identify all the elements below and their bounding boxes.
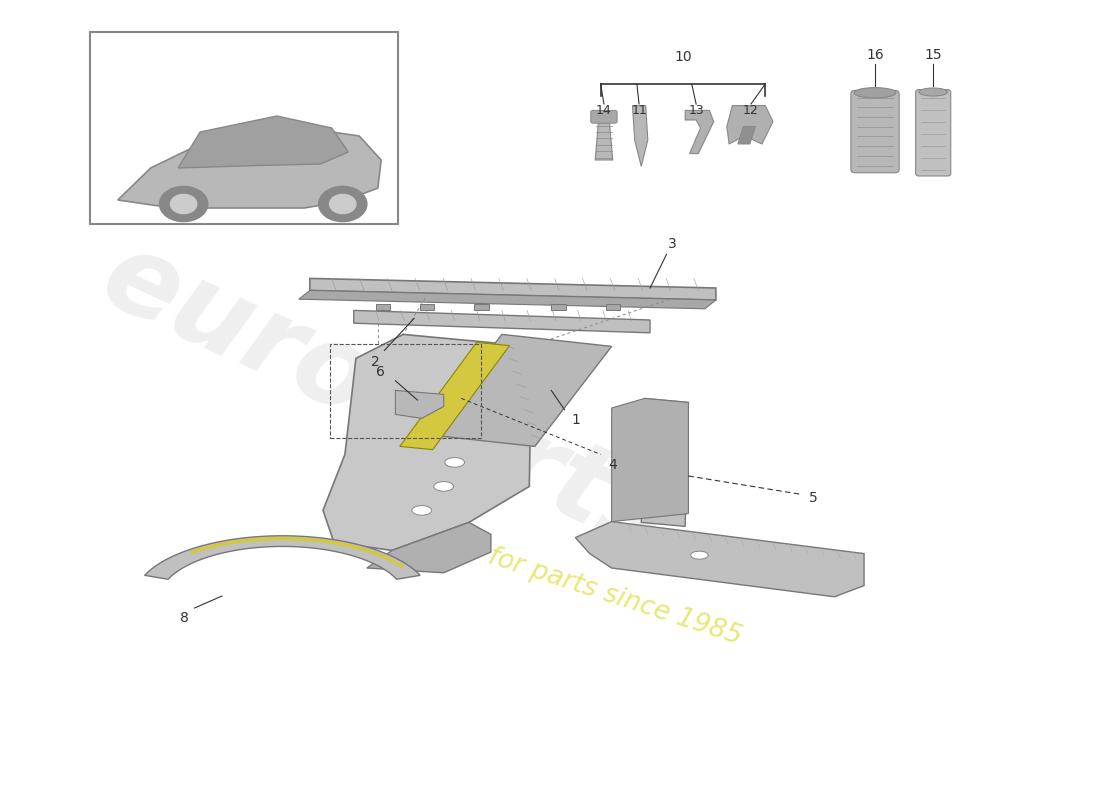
FancyBboxPatch shape (591, 110, 617, 123)
Polygon shape (575, 522, 864, 597)
Polygon shape (310, 278, 716, 300)
Ellipse shape (691, 551, 708, 559)
Polygon shape (367, 522, 491, 573)
FancyBboxPatch shape (90, 32, 397, 224)
Polygon shape (595, 122, 613, 160)
Text: 11: 11 (631, 104, 647, 117)
Circle shape (170, 194, 197, 214)
Text: 12: 12 (744, 104, 759, 117)
Circle shape (160, 186, 208, 222)
Circle shape (330, 194, 356, 214)
Text: 6: 6 (375, 365, 384, 379)
Polygon shape (606, 304, 620, 310)
Polygon shape (178, 116, 349, 168)
Ellipse shape (855, 87, 895, 98)
Text: 2: 2 (372, 355, 379, 369)
Polygon shape (641, 398, 689, 526)
Polygon shape (395, 390, 443, 418)
FancyBboxPatch shape (915, 90, 950, 176)
Polygon shape (354, 310, 650, 333)
Polygon shape (425, 334, 612, 446)
Polygon shape (474, 304, 488, 310)
Ellipse shape (411, 506, 431, 515)
Ellipse shape (444, 458, 464, 467)
Polygon shape (376, 304, 389, 310)
Circle shape (319, 186, 367, 222)
Text: 4: 4 (608, 458, 617, 472)
Polygon shape (399, 342, 509, 450)
Text: a passion for parts since 1985: a passion for parts since 1985 (358, 502, 745, 650)
Polygon shape (144, 536, 420, 579)
Polygon shape (551, 304, 565, 310)
Polygon shape (632, 106, 648, 166)
Text: 8: 8 (180, 611, 189, 626)
Polygon shape (419, 304, 433, 310)
Text: 5: 5 (810, 490, 818, 505)
Polygon shape (738, 126, 756, 144)
Ellipse shape (918, 88, 947, 96)
Polygon shape (685, 110, 714, 154)
Polygon shape (612, 398, 689, 522)
Polygon shape (299, 290, 716, 309)
Polygon shape (727, 106, 773, 144)
Text: 15: 15 (924, 48, 942, 62)
Text: europarts: europarts (86, 222, 688, 578)
Text: 3: 3 (668, 237, 676, 251)
Text: 10: 10 (674, 50, 692, 64)
Polygon shape (323, 334, 531, 550)
Polygon shape (118, 126, 382, 208)
Text: 16: 16 (866, 48, 884, 62)
Ellipse shape (433, 482, 453, 491)
Text: 14: 14 (596, 104, 612, 117)
FancyBboxPatch shape (851, 90, 899, 173)
Text: 1: 1 (571, 413, 580, 427)
Text: 13: 13 (689, 104, 704, 117)
